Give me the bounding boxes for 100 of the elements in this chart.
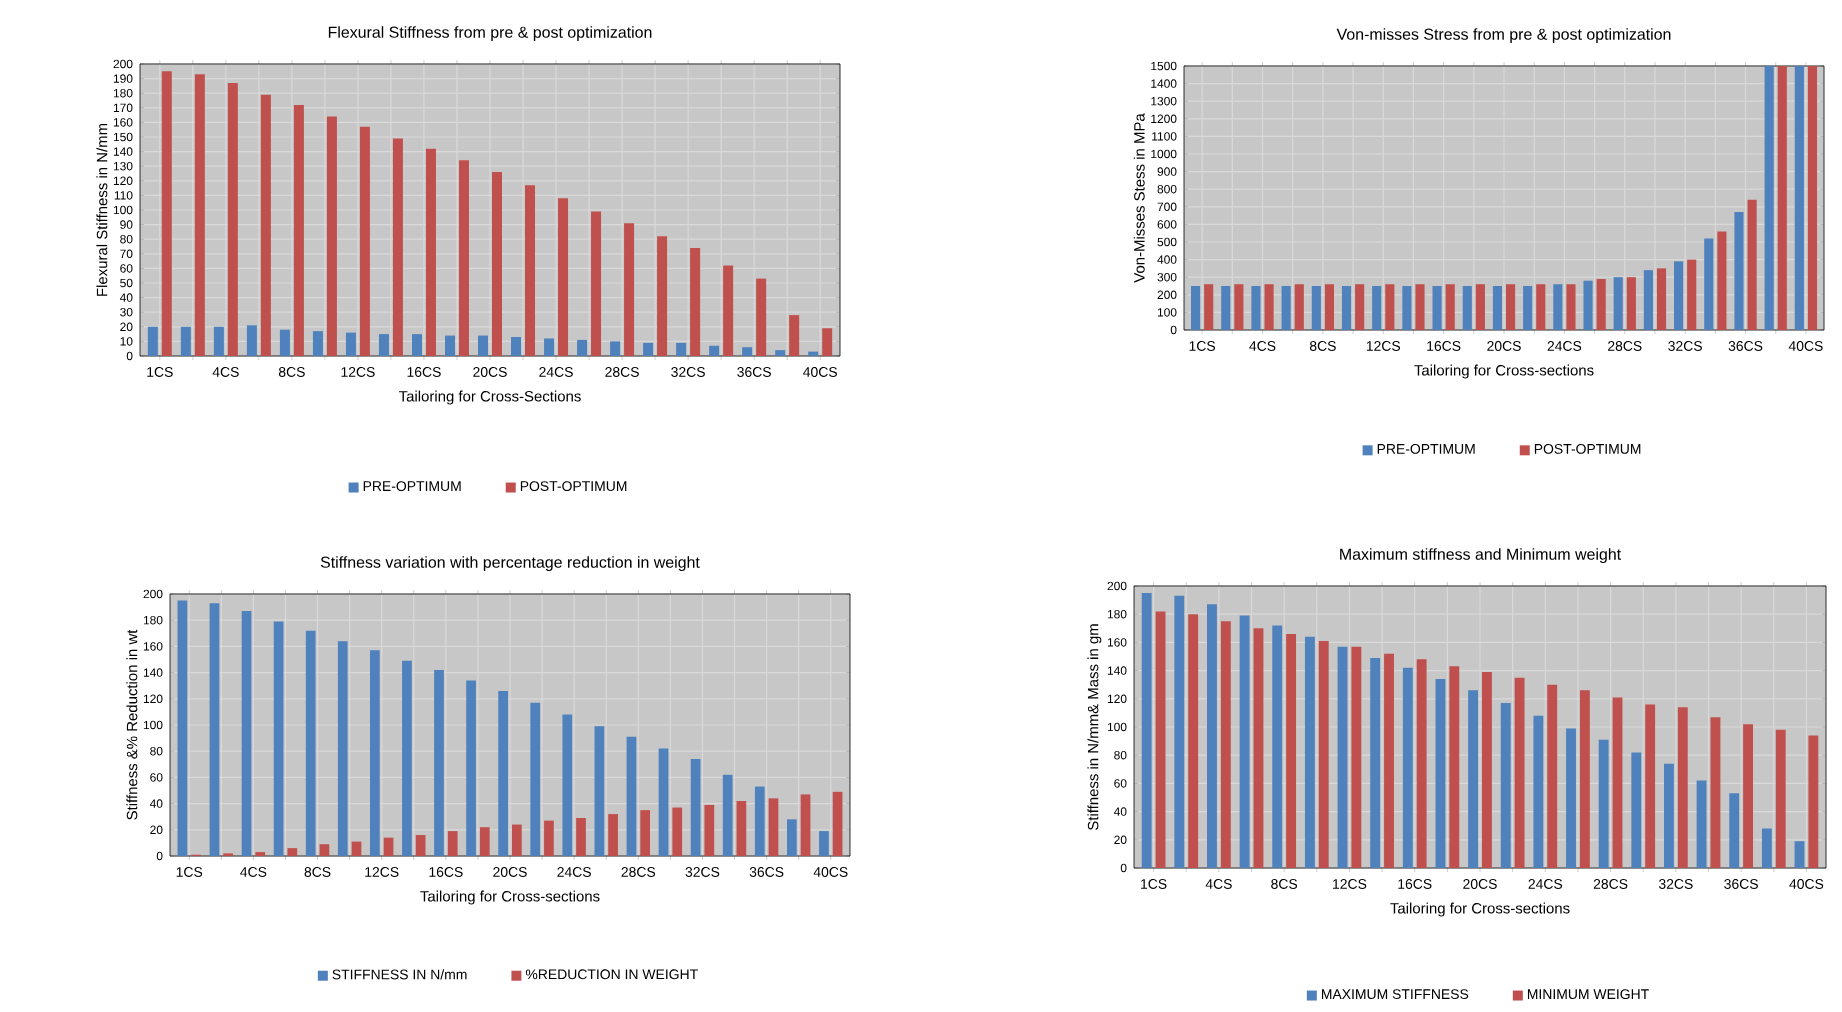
bar (819, 831, 829, 856)
bar (624, 223, 635, 356)
bar (1506, 284, 1516, 330)
bar (447, 831, 458, 856)
bar (544, 338, 555, 356)
bar (479, 827, 490, 856)
bar (415, 835, 426, 856)
bar (1696, 780, 1707, 868)
bar (1449, 666, 1460, 868)
bar (1643, 270, 1653, 330)
bar (1372, 285, 1382, 330)
bar (512, 824, 522, 856)
bar (558, 198, 569, 356)
bar (1775, 729, 1786, 868)
bar (411, 334, 422, 356)
bar (260, 94, 271, 356)
bar (1777, 65, 1787, 330)
bar (768, 798, 779, 856)
bar (562, 714, 573, 856)
bar (273, 621, 284, 856)
bar (1220, 621, 1231, 868)
bar (369, 650, 380, 856)
bar (1251, 285, 1261, 330)
bar (1579, 690, 1590, 868)
bar (525, 185, 536, 356)
bar (209, 603, 220, 856)
bar (458, 160, 469, 356)
bar (1385, 284, 1395, 330)
bar (577, 339, 588, 356)
bar (1462, 285, 1472, 330)
bar (1221, 285, 1231, 330)
bar (643, 342, 654, 356)
bar (1566, 728, 1576, 868)
bar (194, 74, 205, 356)
bar (1207, 604, 1217, 868)
bar (1384, 653, 1394, 868)
bar (147, 326, 158, 356)
bar (1324, 284, 1335, 330)
bar (1687, 259, 1697, 330)
bar (1613, 277, 1623, 330)
bar (498, 690, 509, 856)
bar (1761, 828, 1772, 868)
bar (1155, 611, 1166, 868)
bar (1402, 285, 1412, 330)
bar (1663, 763, 1674, 868)
bar (1318, 640, 1329, 868)
bar (672, 807, 683, 856)
bar (402, 660, 412, 856)
bar (1204, 284, 1214, 330)
bar (1677, 707, 1688, 868)
bar (736, 800, 747, 856)
bar (1656, 268, 1667, 330)
bar (1631, 752, 1642, 868)
bar (293, 104, 304, 356)
bar (1583, 280, 1593, 330)
bar (1566, 284, 1576, 330)
bar (478, 335, 489, 356)
bar (1807, 65, 1818, 330)
bar (756, 278, 767, 356)
bar (544, 820, 554, 856)
bar (1596, 278, 1606, 330)
bar (444, 335, 455, 356)
bar (1523, 285, 1533, 330)
bar (742, 347, 753, 356)
bar (1432, 285, 1442, 330)
bar (1514, 677, 1525, 868)
bar (1475, 284, 1485, 330)
bar (1645, 704, 1656, 868)
bar (1355, 284, 1365, 330)
bar (1141, 593, 1152, 868)
bar (1253, 628, 1264, 868)
bar (832, 791, 843, 856)
bar (723, 265, 734, 356)
bar (576, 818, 586, 856)
bar (312, 331, 323, 356)
bar (511, 337, 522, 356)
bar (1174, 595, 1185, 868)
bar (1533, 715, 1544, 868)
bar (319, 844, 330, 856)
bar (594, 726, 605, 856)
bar (287, 848, 298, 856)
bar (1351, 646, 1362, 868)
bar (530, 702, 541, 856)
bar (1286, 633, 1297, 868)
bar (1553, 284, 1563, 330)
bar (1729, 793, 1740, 868)
bar (1402, 667, 1413, 868)
bar (434, 669, 444, 856)
bar (1747, 199, 1757, 330)
bar (610, 341, 621, 356)
bar (626, 736, 637, 856)
bar (822, 328, 833, 356)
bar (1304, 636, 1315, 868)
bar (1294, 284, 1304, 330)
bar (161, 71, 172, 356)
bar (1416, 659, 1427, 868)
bar (177, 600, 188, 856)
bar (1435, 679, 1446, 868)
bar (1764, 65, 1774, 330)
bar (591, 211, 602, 356)
